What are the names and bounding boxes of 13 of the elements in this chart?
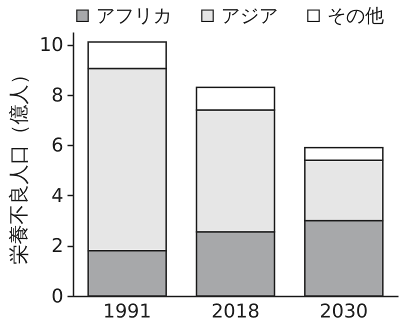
y-tick-label: 6 bbox=[51, 134, 64, 157]
y-axis-title: 栄養不良人口（億人） bbox=[6, 64, 30, 264]
legend-label: その他 bbox=[327, 4, 384, 27]
x-tick-label: 2018 bbox=[211, 300, 260, 322]
x-tick-label: 2030 bbox=[320, 300, 368, 322]
y-tick-label: 10 bbox=[39, 34, 64, 56]
y-tick-label: 2 bbox=[51, 235, 64, 258]
y-tick-label: 0 bbox=[51, 286, 64, 308]
y-tick-label: 8 bbox=[51, 84, 64, 106]
x-tick-label: 1991 bbox=[102, 300, 152, 322]
y-tick-label: 4 bbox=[51, 184, 64, 207]
legend-label: アフリカ bbox=[96, 4, 172, 27]
legend-label: アジア bbox=[221, 4, 278, 27]
